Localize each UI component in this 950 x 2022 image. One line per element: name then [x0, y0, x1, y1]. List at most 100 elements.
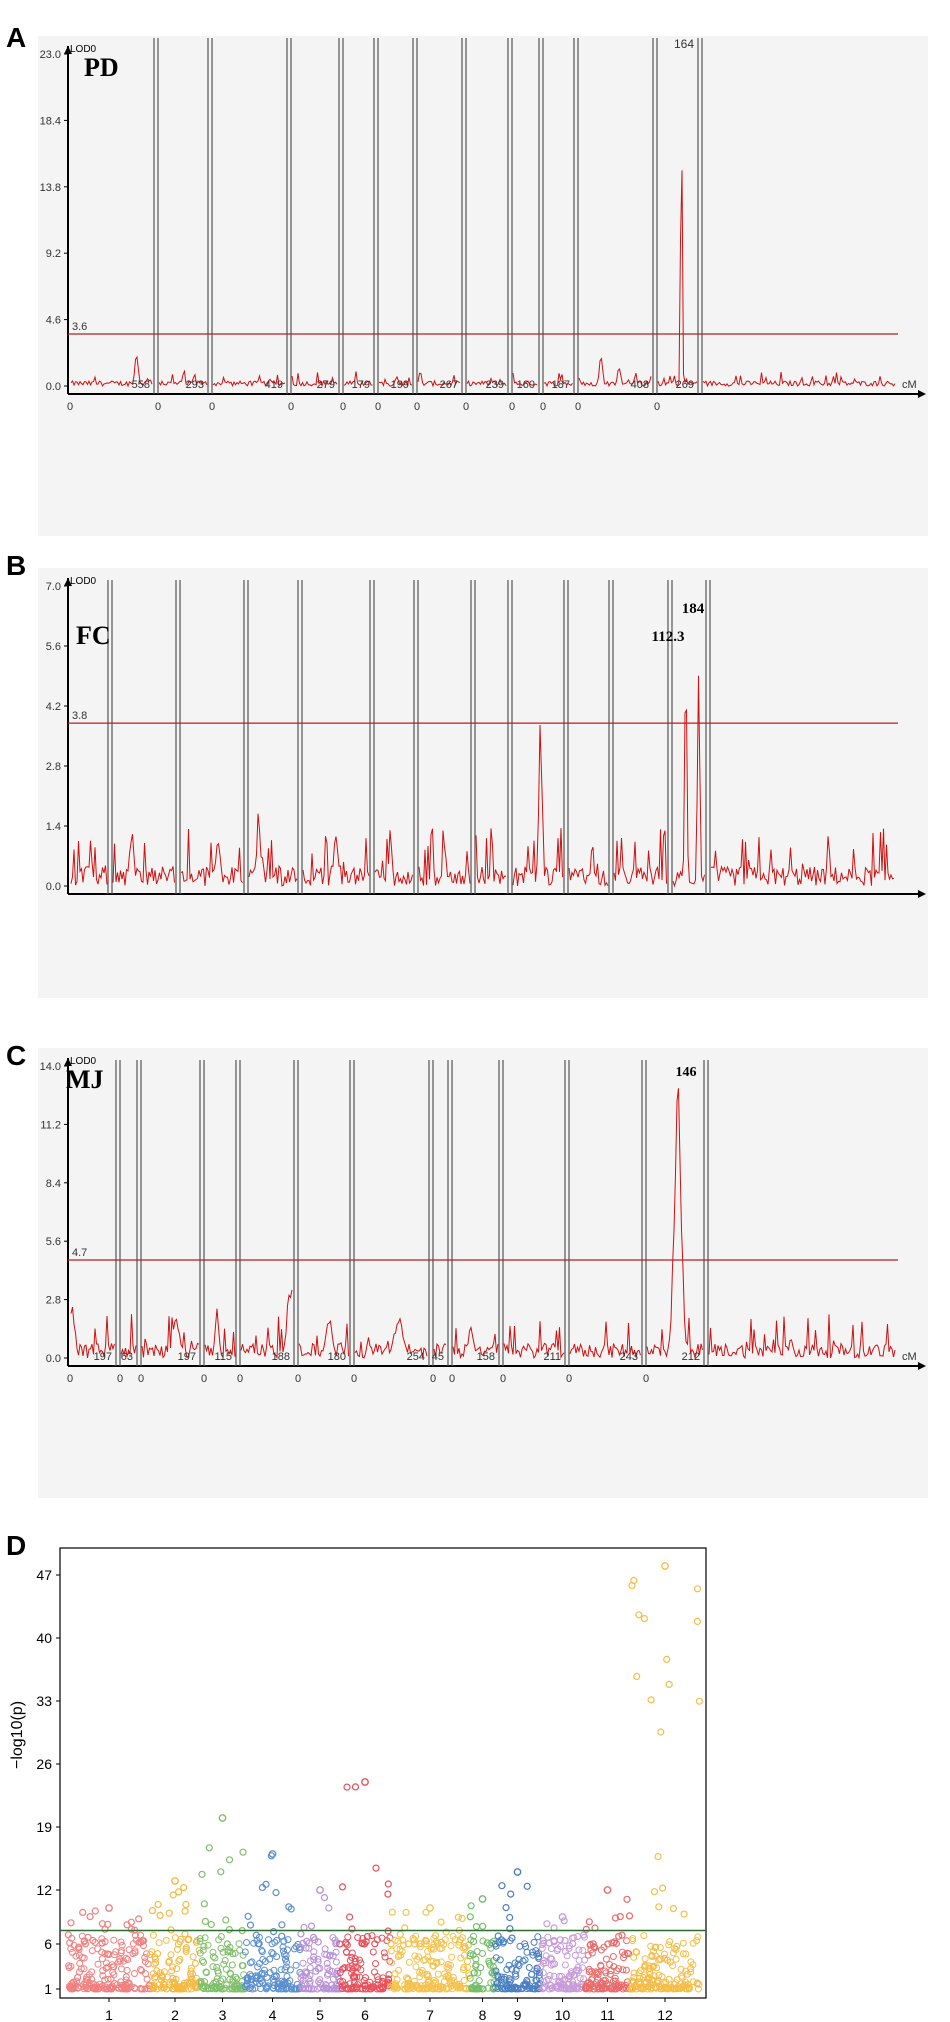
- snp-point: [284, 1936, 292, 1944]
- snp-point: [379, 1985, 387, 1993]
- snp-point: [672, 1955, 680, 1963]
- snp-point: [501, 1973, 509, 1981]
- snp-point: [217, 1868, 225, 1876]
- threshold-label: 4.7: [72, 1247, 87, 1259]
- snp-point: [528, 1970, 536, 1978]
- chrom-length-label: 197: [178, 1351, 196, 1363]
- snp-point: [437, 1958, 445, 1966]
- chrom-length-label: 115: [214, 1351, 232, 1363]
- x-axis-arrow: [918, 1362, 926, 1370]
- snp-point: [148, 1907, 156, 1915]
- snp-point: [274, 1983, 282, 1991]
- snp-point: [135, 1938, 143, 1946]
- snp-point: [174, 1940, 182, 1948]
- snp-point: [589, 1940, 597, 1948]
- snp-point: [479, 1937, 487, 1945]
- snp-point: [418, 1966, 426, 1974]
- snp-point: [539, 1969, 547, 1977]
- snp-point: [244, 1912, 252, 1920]
- snp-point: [282, 1955, 290, 1963]
- lod-chart-fc: LOD0 0.0 1.4 2.8 4.2 5.6 7.0 3.8 FC 112.3 184: [38, 568, 928, 998]
- snp-point: [387, 1940, 395, 1948]
- snp-point: [372, 1960, 379, 1968]
- snp-point: [162, 1936, 170, 1944]
- snp-point: [78, 1954, 86, 1961]
- y-tick-label: 5.6: [46, 1236, 61, 1248]
- chrom-points-3: [196, 1814, 249, 1993]
- snp-point-top: [603, 1886, 612, 1894]
- snp-point: [445, 1964, 453, 1972]
- snp-point: [263, 1983, 271, 1991]
- chrom-length-label: 160: [517, 379, 535, 391]
- snp-point: [314, 1938, 322, 1946]
- snp-point: [270, 1928, 278, 1936]
- chrom-length-label: 187: [552, 379, 570, 391]
- snp-point: [399, 1936, 407, 1944]
- snp-point: [606, 1961, 613, 1968]
- x-tick-label: 10: [555, 2007, 571, 2022]
- snp-point: [80, 1937, 89, 1945]
- snp-point: [343, 1783, 351, 1791]
- snp-point: [176, 1956, 184, 1963]
- snp-point: [687, 1965, 695, 1973]
- snp-point: [566, 1972, 574, 1980]
- snp-point: [579, 1947, 587, 1954]
- snp-point: [84, 1985, 91, 1993]
- snp-point: [610, 1963, 618, 1971]
- snp-point: [693, 1937, 701, 1945]
- snp-point: [609, 1953, 617, 1960]
- x-unit-label: cM: [902, 379, 917, 391]
- snp-point: [582, 1925, 590, 1933]
- snp-point: [653, 1979, 661, 1987]
- snp-point: [236, 1946, 244, 1954]
- x-tick-label: 4: [269, 2007, 277, 2022]
- y-tick-label: 26: [36, 1756, 52, 1772]
- snp-point: [411, 1952, 419, 1960]
- chrom-length-label: 254: [407, 1351, 425, 1363]
- snp-point: [460, 1966, 467, 1974]
- snp-point: [395, 1966, 403, 1974]
- y-tick-label: 12: [36, 1882, 52, 1898]
- snp-point: [427, 1983, 435, 1991]
- snp-point: [400, 1941, 407, 1949]
- snp-point: [200, 1900, 208, 1908]
- snp-point: [101, 1925, 109, 1933]
- snp-point: [77, 1965, 85, 1973]
- snp-point: [539, 1937, 547, 1945]
- snp-point: [285, 1903, 293, 1911]
- snp-point: [654, 1853, 662, 1861]
- snp-point: [519, 1957, 527, 1965]
- snp-point: [384, 1979, 392, 1987]
- snp-point: [661, 1950, 668, 1958]
- snp-point: [456, 1936, 464, 1944]
- trait-label: MJ: [66, 1065, 104, 1094]
- snp-point: [69, 1978, 77, 1986]
- snp-point: [391, 1970, 399, 1978]
- chrom-start-label: 0: [138, 1373, 144, 1385]
- snp-point: [125, 1946, 133, 1954]
- snp-point: [569, 1981, 577, 1989]
- snp-point: [623, 1949, 631, 1957]
- snp-point: [543, 1920, 551, 1928]
- snp-point: [321, 1950, 329, 1958]
- x-tick-label: 2: [171, 2007, 179, 2022]
- snp-point: [225, 1926, 233, 1934]
- snp-point: [390, 1985, 398, 1993]
- chrom-start-label: 0: [414, 401, 420, 413]
- snp-point: [252, 1931, 260, 1939]
- threshold-label: 3.6: [72, 321, 87, 333]
- snp-point: [74, 1984, 82, 1992]
- snp-point: [261, 1970, 269, 1978]
- y-axis-label: LOD0: [70, 44, 97, 55]
- snp-point: [306, 1980, 314, 1988]
- snp-point: [146, 1951, 154, 1958]
- snp-point: [278, 1921, 286, 1929]
- snp-point: [273, 1936, 281, 1944]
- snp-point: [115, 1958, 123, 1966]
- chrom-points-8: [466, 1895, 498, 1993]
- snp-point: [260, 1966, 268, 1974]
- y-tick-label: 0.0: [46, 881, 61, 893]
- snp-point: [525, 1964, 533, 1971]
- snp-point: [412, 1963, 420, 1971]
- snp-point: [625, 1912, 634, 1920]
